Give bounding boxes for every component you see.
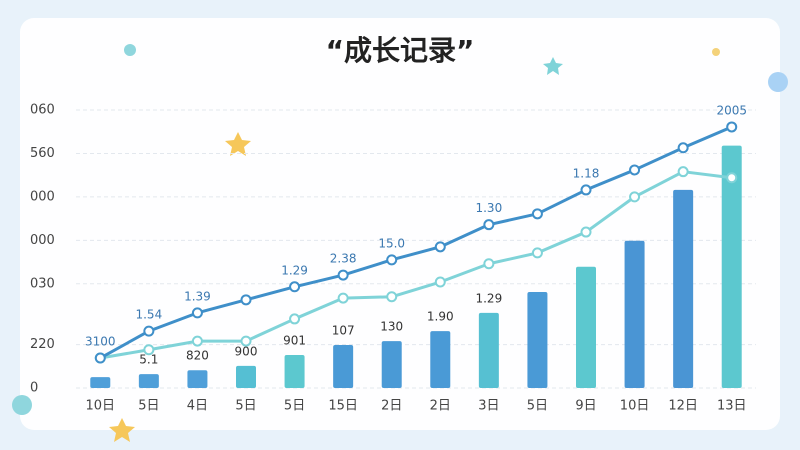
value-label: 1.39: [184, 289, 211, 303]
bar: [527, 292, 548, 388]
x-tick-label: 3日: [478, 399, 499, 414]
point: [337, 292, 349, 304]
point: [580, 226, 592, 238]
decor-dot: [124, 44, 136, 56]
point: [143, 344, 155, 356]
value-label: 1.54: [135, 308, 162, 322]
chart-title: “成长记录”: [326, 34, 475, 67]
value-label: 820: [186, 349, 209, 363]
bar: [236, 365, 256, 388]
point: [677, 142, 689, 154]
value-label: 1.29: [281, 263, 308, 277]
x-tick-label: 10日: [86, 399, 116, 414]
bar: [333, 344, 354, 388]
point: [531, 208, 543, 220]
point: [240, 335, 252, 347]
point: [434, 241, 446, 253]
point: [191, 307, 203, 319]
point: [94, 352, 106, 364]
y-tick-label: 030: [30, 276, 55, 291]
point: [483, 258, 495, 270]
y-tick-label: 220: [30, 337, 55, 352]
value-label: 901: [283, 333, 306, 347]
point: [337, 269, 349, 281]
y-tick-label: 560: [30, 146, 55, 161]
x-tick-label: 5日: [284, 399, 305, 414]
bar: [381, 341, 402, 388]
bar: [138, 374, 159, 388]
value-label: 130: [380, 320, 403, 334]
bar: [187, 370, 208, 388]
value-label: 1.30: [475, 201, 502, 215]
point: [531, 247, 543, 259]
bar: [430, 331, 451, 388]
bar: [624, 240, 645, 388]
x-tick-label: 10日: [620, 399, 650, 414]
point: [677, 166, 689, 178]
point: [289, 313, 301, 325]
bar: [673, 189, 694, 388]
point: [240, 294, 252, 306]
x-tick-label: 2日: [381, 399, 402, 414]
bar: [721, 145, 742, 388]
point: [629, 164, 641, 176]
value-label: 2.38: [330, 252, 357, 266]
x-tick-label: 5日: [527, 399, 548, 414]
y-tick-label: 000: [30, 233, 55, 248]
point: [191, 335, 203, 347]
value-label: 1.18: [573, 166, 600, 180]
value-label: 107: [332, 323, 355, 337]
point: [289, 281, 301, 293]
x-tick-label: 2日: [430, 399, 451, 414]
bar: [478, 312, 499, 388]
point: [386, 254, 398, 266]
bar: [284, 354, 305, 388]
value-label: 3100: [85, 335, 116, 349]
decor-star: [225, 132, 251, 156]
point: [483, 219, 495, 231]
y-tick-label: 000: [30, 189, 55, 204]
value-label: 1.29: [475, 291, 502, 305]
x-tick-label: 5日: [138, 399, 159, 414]
value-label: 2005: [716, 103, 747, 117]
point: [726, 172, 738, 184]
decor-dot: [768, 72, 788, 92]
point: [143, 325, 155, 337]
bar: [576, 266, 596, 388]
x-tick-label: 15日: [328, 399, 358, 414]
x-tick-label: 4日: [187, 399, 208, 414]
point: [726, 121, 738, 133]
x-tick-label: 9日: [575, 399, 596, 414]
line: [100, 170, 732, 360]
decor-dot: [712, 48, 720, 56]
line: [99, 125, 733, 360]
decor-dot: [12, 395, 32, 415]
decor-star: [543, 57, 563, 75]
decor-star: [109, 418, 135, 442]
y-tick-label: 0: [30, 381, 38, 396]
x-tick-label: 5日: [235, 399, 256, 414]
bar: [90, 377, 111, 388]
x-tick-label: 13日: [717, 399, 747, 414]
value-label: 15.0: [378, 236, 405, 250]
point: [629, 191, 641, 203]
x-tick-label: 12日: [668, 399, 698, 414]
value-label: 5.1: [139, 353, 158, 367]
value-label: 900: [235, 344, 258, 358]
point: [434, 276, 446, 288]
y-tick-label: 060: [30, 103, 55, 118]
point: [580, 184, 592, 196]
point: [386, 291, 398, 303]
value-label: 1.90: [427, 310, 454, 324]
